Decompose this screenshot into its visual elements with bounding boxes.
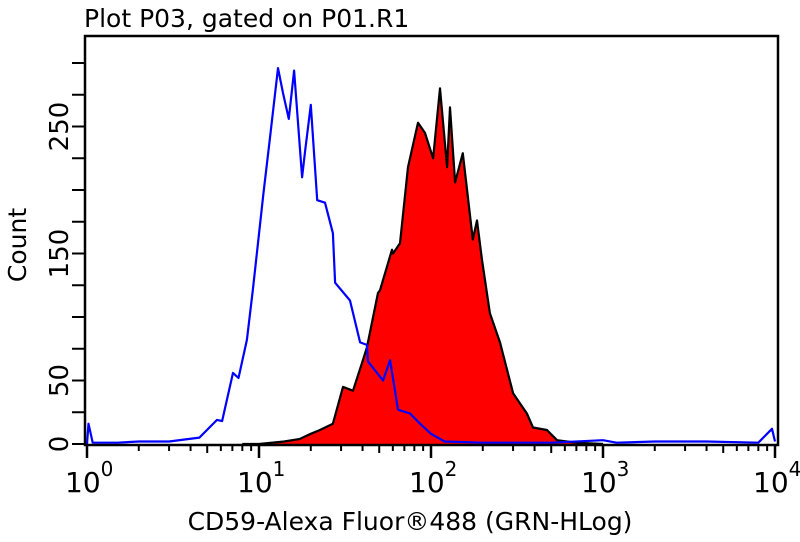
series-area-outline — [242, 87, 604, 446]
plot-area — [85, 67, 777, 446]
y-axis: 0 50 150 250 — [45, 62, 85, 453]
x-tick-label: 104 — [753, 457, 800, 499]
x-axis: 100 101 102 103 104 — [65, 445, 800, 499]
x-axis-label: CD59-Alexa Fluor®488 (GRN-HLog) — [188, 507, 633, 536]
y-axis-label: Count — [3, 208, 32, 282]
x-tick-label: 103 — [581, 457, 629, 499]
x-tick-label: 102 — [409, 457, 457, 499]
x-tick-label: 101 — [237, 457, 285, 499]
series-line — [85, 67, 777, 445]
y-tick-label: 250 — [45, 102, 75, 152]
series-area-fill — [242, 88, 604, 445]
y-tick-label: 0 — [45, 436, 75, 453]
y-tick-label: 50 — [45, 364, 75, 397]
chart-title: Plot P03, gated on P01.R1 — [84, 4, 409, 33]
y-tick-label: 150 — [45, 229, 75, 279]
x-tick-label: 100 — [65, 457, 113, 499]
